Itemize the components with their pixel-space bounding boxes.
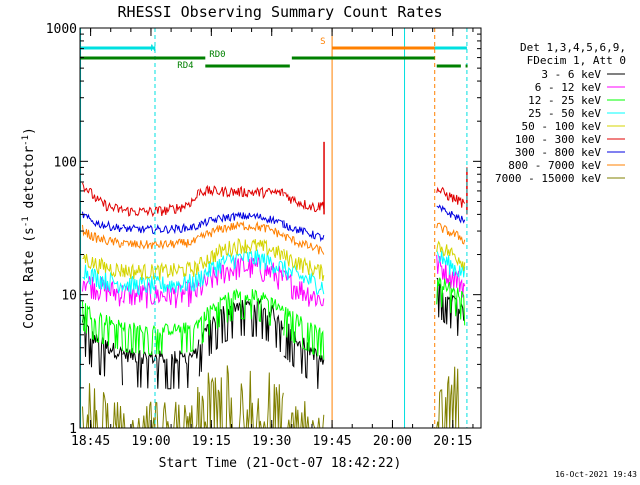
series-trace (198, 184, 284, 200)
series-12-25-kev (82, 277, 466, 360)
x-tick-label: 20:15 (433, 434, 472, 449)
y-tick-label: 100 (54, 155, 77, 170)
legend: Det 1,3,4,5,6,9,FDecim 1, Att 03 - 6 keV… (495, 41, 626, 185)
series-trace (283, 260, 325, 295)
footer-date: 16-Oct-2021 19:43 (555, 470, 637, 479)
series-trace (82, 211, 123, 233)
series-trace (122, 235, 199, 250)
legend-entry-label: 3 - 6 keV (541, 68, 601, 81)
series-trace (436, 204, 466, 224)
series-trace (82, 182, 123, 213)
x-axis-label: Start Time (21-Oct-07 18:42:22) (159, 456, 402, 471)
legend-entry-label: 300 - 800 keV (515, 146, 601, 159)
series-trace (283, 220, 325, 242)
y-tick-label: 1000 (46, 22, 77, 37)
series-trace (436, 222, 466, 245)
legend-entry-label: 50 - 100 keV (522, 120, 602, 133)
axis-layer: 18:45 19:00 19:15 19:30 19:45 20:00 20:15 1 10 10… (46, 22, 481, 449)
series-trace (122, 386, 200, 428)
series-trace (198, 365, 284, 428)
series-trace (122, 189, 200, 218)
series-trace (198, 211, 284, 228)
series-trace (199, 220, 284, 240)
series-trace (122, 271, 200, 296)
legend-header: Det 1,3,4,5,6,9, (520, 41, 626, 54)
legend-entry-label: 800 - 7000 keV (508, 159, 601, 172)
state-label-n: N (151, 44, 156, 54)
series-trace (436, 240, 466, 272)
y-tick-label: 1 (69, 422, 77, 437)
series-50-100-kev (82, 238, 466, 281)
series-3-6-kev (82, 277, 465, 390)
plot-area: N S RD0 RD4 (80, 28, 468, 428)
series-trace (436, 277, 466, 326)
y-axis-label-main: Count Rate (s (22, 227, 37, 329)
series-trace (122, 260, 200, 281)
legend-header: FDecim 1, Att 0 (527, 54, 626, 67)
y-axis-label-exp1: -1 (21, 216, 31, 227)
series-trace (82, 301, 123, 352)
series-6-12-kev (82, 254, 466, 309)
series-layer (82, 141, 468, 428)
series-trace (436, 254, 466, 298)
series-100-300-kev (82, 182, 466, 218)
x-tick-label: 19:15 (192, 434, 231, 449)
series-trace (82, 383, 123, 428)
series-trace (436, 249, 466, 279)
legend-entry-label: 7000 - 15000 keV (495, 172, 601, 185)
state-label-s: S (320, 37, 325, 47)
y-axis-label-mid: detector (22, 146, 37, 217)
y-axis-label-end: ) (22, 127, 37, 135)
y-tick-label: 10 (61, 289, 77, 304)
series-trace (198, 297, 284, 377)
x-tick-label: 19:30 (252, 434, 291, 449)
series-300-800-kev (82, 204, 466, 242)
series-trace (198, 238, 284, 269)
legend-entry-label: 25 - 50 keV (528, 107, 601, 120)
x-tick-label: 19:00 (131, 434, 170, 449)
x-tick-label: 18:45 (71, 434, 110, 449)
series-trace (283, 270, 325, 308)
legend-entry-label: 12 - 25 keV (528, 94, 601, 107)
series-trace (283, 322, 325, 389)
series-trace (82, 276, 123, 307)
series-trace (122, 319, 200, 355)
legend-entry-label: 100 - 300 keV (515, 133, 601, 146)
series-trace (283, 248, 325, 281)
series-trace (122, 339, 200, 390)
y-axis-label: Count Rate (s-1 detector-1) (21, 127, 37, 329)
series-trace (122, 279, 200, 309)
series-trace (283, 191, 325, 213)
x-tick-label: 19:45 (313, 434, 352, 449)
series-trace (283, 306, 325, 360)
state-bar-layer: N S RD0 RD4 (80, 37, 468, 71)
series-trace (436, 366, 465, 428)
series-trace (82, 253, 123, 278)
series-7000-15000-kev (82, 365, 465, 428)
series-trace (82, 224, 123, 248)
state-label-rd4: RD4 (177, 61, 193, 71)
plot-frame (79, 27, 482, 429)
series-trace (198, 288, 284, 345)
chart-title: RHESSI Observing Summary Count Rates (117, 3, 442, 21)
series-trace (283, 233, 325, 255)
state-label-rd0: RD0 (209, 50, 225, 60)
series-800-7000-kev (82, 220, 466, 255)
y-axis-label-exp2: -1 (21, 135, 31, 146)
x-tick-label: 20:00 (373, 434, 412, 449)
marker-layer (80, 28, 468, 428)
series-trace (436, 186, 466, 208)
series-trace (82, 264, 123, 294)
series-trace (122, 222, 200, 235)
legend-entry-label: 6 - 12 keV (535, 81, 602, 94)
